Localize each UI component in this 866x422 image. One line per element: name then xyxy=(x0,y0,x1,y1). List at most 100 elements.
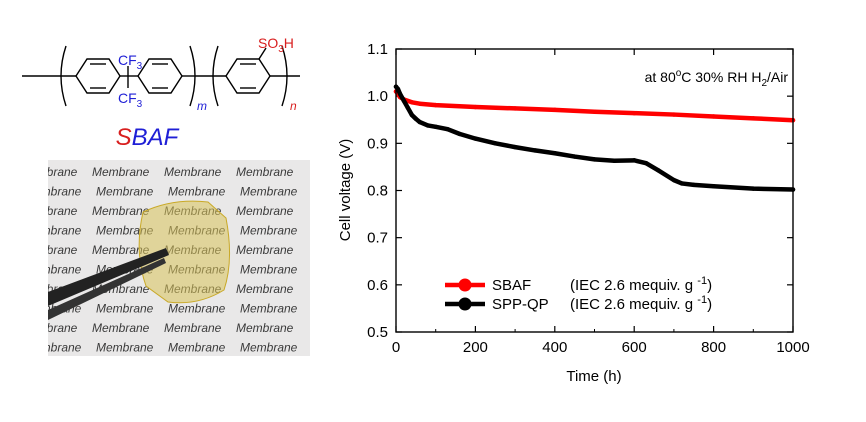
data-point xyxy=(612,158,617,163)
x-tick-label: 400 xyxy=(542,339,567,356)
legend-label: SBAF xyxy=(492,277,531,294)
data-point xyxy=(401,98,407,104)
data-point xyxy=(671,112,677,117)
watermark-word: Membrane xyxy=(48,224,82,238)
data-point xyxy=(417,119,423,125)
data-point xyxy=(552,107,557,113)
data-point xyxy=(473,104,478,110)
series-line-spp-qp xyxy=(393,84,796,192)
data-point xyxy=(457,131,462,137)
y-tick-label: 0.6 xyxy=(367,277,388,294)
data-point xyxy=(445,126,450,132)
data-point xyxy=(493,141,498,146)
watermark-word: Membrane xyxy=(240,185,298,199)
watermark-word: Membrane xyxy=(48,263,82,277)
so3h-label: SO3H xyxy=(258,35,294,55)
data-point xyxy=(552,151,557,156)
watermark-word: Membrane xyxy=(48,185,82,199)
watermark-word: Membrane xyxy=(92,204,150,218)
watermark-word: Membrane xyxy=(48,243,78,257)
data-point xyxy=(409,100,415,105)
data-point xyxy=(413,116,419,122)
data-point xyxy=(751,116,756,121)
x-tick-label: 0 xyxy=(392,339,400,356)
data-point xyxy=(572,154,577,159)
voltage-chart: 0 200 400 600 800 1000 0.5 0.6 0.7 0.8 0.9 1.0 1.1 C… xyxy=(337,41,810,385)
watermark-word: Membrane xyxy=(240,263,298,277)
watermark-word: Membrane xyxy=(168,341,226,355)
y-tick-label: 1.0 xyxy=(367,88,388,105)
data-point xyxy=(711,114,716,119)
watermark-word: Membrane xyxy=(164,165,222,179)
watermark-word: Membrane xyxy=(236,243,294,257)
watermark-word: Membrane xyxy=(236,165,294,179)
x-tick-label: 800 xyxy=(701,339,726,356)
bracket-right-n xyxy=(281,45,288,107)
watermark-word: Membrane xyxy=(96,302,154,316)
polymer-name: SBAF xyxy=(116,124,180,151)
condition-annotation: at 80oC 30% RH H2/Air xyxy=(645,68,789,89)
watermark-word: Membrane xyxy=(92,165,150,179)
legend-note: (IEC 2.6 mequiv. g -1) xyxy=(570,275,712,294)
x-tick-label: 200 xyxy=(463,339,488,356)
data-point xyxy=(632,110,637,116)
y-tick-label: 0.9 xyxy=(367,135,388,152)
legend: SBAF (IEC 2.6 mequiv. g -1) SPP-QP (IEC 2.6… xyxy=(445,275,712,313)
legend-marker xyxy=(458,278,472,292)
legend-label: SPP-QP xyxy=(492,296,549,313)
watermark-word: Membrane xyxy=(48,204,78,218)
data-point xyxy=(679,181,685,186)
watermark-word: Membrane xyxy=(48,321,78,335)
plot-frame xyxy=(395,48,794,333)
data-point xyxy=(405,105,411,111)
data-point xyxy=(691,182,696,188)
watermark-word: Membrane xyxy=(236,321,294,335)
watermark-word: Membrane xyxy=(168,302,226,316)
y-tick-label: 0.5 xyxy=(367,324,388,341)
y-tick-label: 1.1 xyxy=(367,41,388,58)
y-axis-label: Cell voltage (V) xyxy=(337,139,354,242)
x-axis-label: Time (h) xyxy=(566,368,621,385)
y-tick-label: 0.7 xyxy=(367,230,388,247)
data-point xyxy=(711,184,716,189)
watermark-word: Membrane xyxy=(240,341,298,355)
bracket-left-m xyxy=(60,45,67,107)
membrane-photo: Membrane Membrane Membrane Membrane Membrane… xyxy=(48,160,310,356)
data-point xyxy=(417,101,423,106)
y-tick-label: 0.8 xyxy=(367,183,388,200)
tweezers xyxy=(48,248,169,306)
polymer-structure: CF3 CF3 SO3H m n SBAF xyxy=(22,35,300,151)
watermark-word: Membrane xyxy=(92,321,150,335)
bracket-right-m xyxy=(189,45,196,107)
watermark-word: Membrane xyxy=(96,341,154,355)
data-point xyxy=(643,160,649,166)
legend-note: (IEC 2.6 mequiv. g -1) xyxy=(570,294,712,313)
cf3-bottom-label: CF3 xyxy=(118,90,143,110)
data-point xyxy=(395,86,401,92)
membrane-film xyxy=(138,200,231,304)
data-point xyxy=(655,168,661,173)
data-point xyxy=(632,158,637,163)
data-point xyxy=(592,109,597,114)
watermark-word: Membrane xyxy=(168,185,226,199)
data-point xyxy=(751,186,756,191)
data-point xyxy=(433,124,438,130)
cf3-top-label: CF3 xyxy=(118,52,143,72)
watermark-word: Membrane xyxy=(48,341,82,355)
watermark-word: Membrane xyxy=(92,243,150,257)
legend-marker xyxy=(458,297,472,311)
data-point xyxy=(592,157,597,162)
watermark-word: Membrane xyxy=(96,185,154,199)
bond-so3h xyxy=(258,47,267,60)
data-point xyxy=(409,112,415,118)
data-point xyxy=(473,136,478,141)
data-point xyxy=(433,102,438,108)
watermark-word: Membrane xyxy=(48,165,78,179)
watermark-word: Membrane xyxy=(236,204,294,218)
watermark-word: Membrane xyxy=(240,302,298,316)
data-point xyxy=(512,106,518,111)
data-point xyxy=(671,177,677,183)
data-point xyxy=(397,91,403,97)
x-tick-label: 1000 xyxy=(776,339,809,356)
index-n: n xyxy=(290,99,297,113)
